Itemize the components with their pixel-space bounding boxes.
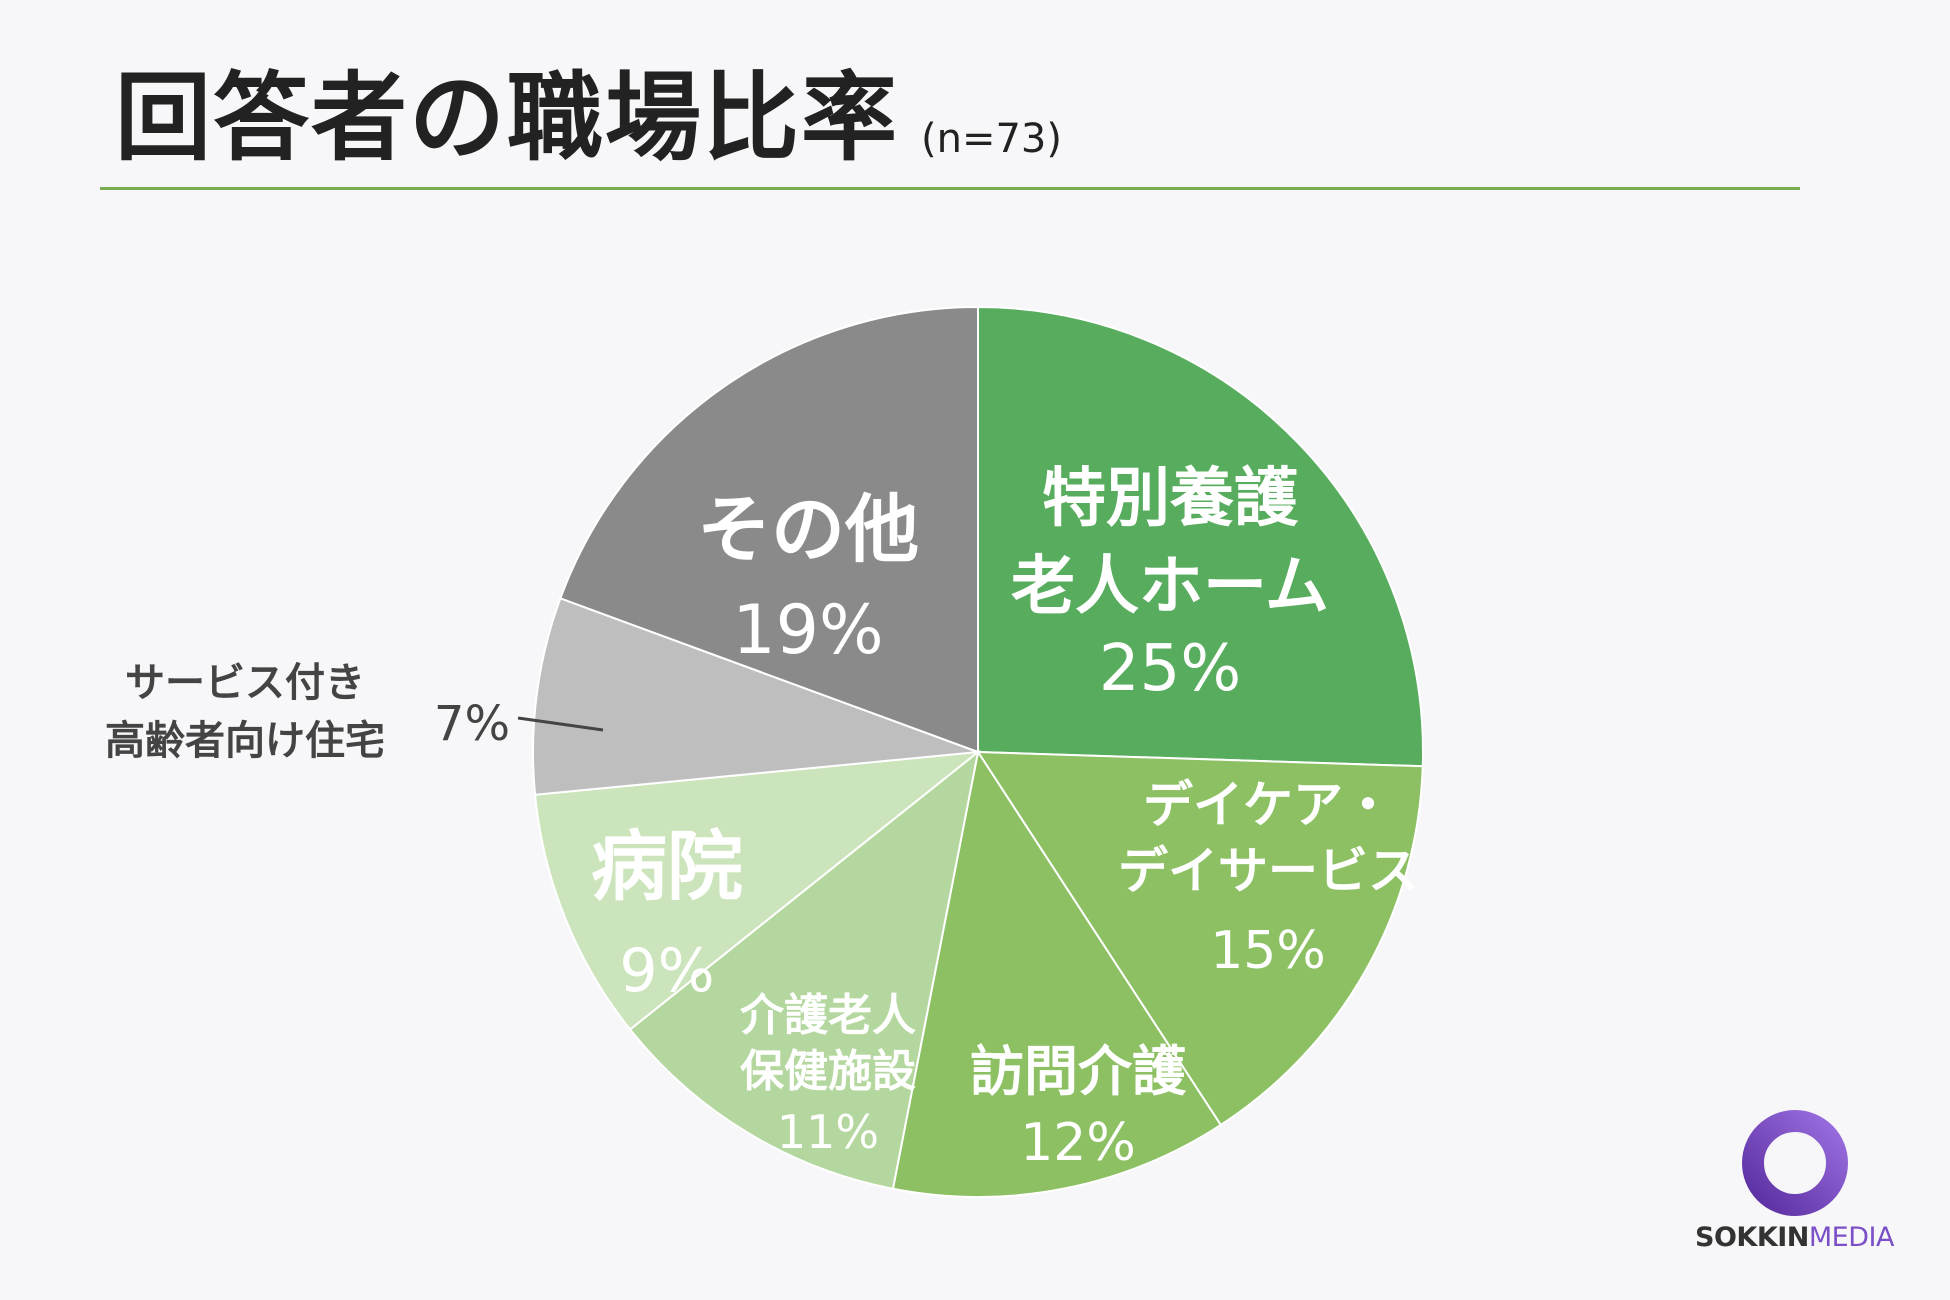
slice-label: その他 bbox=[697, 487, 919, 573]
slice-label: 保健施設 bbox=[740, 1046, 916, 1097]
slice-label: 特別養護 bbox=[1042, 462, 1299, 536]
leader-line bbox=[517, 716, 604, 732]
sokkin-media-logo: SOKKINMEDIA bbox=[1695, 1100, 1894, 1260]
chart-subtitle: (n=73) bbox=[921, 116, 1062, 162]
pie-slice bbox=[976, 750, 1424, 1127]
slice-value-label: 25% bbox=[1099, 632, 1241, 706]
slice-label: 訪問介護 bbox=[970, 1040, 1187, 1103]
slice-value-label: 9% bbox=[619, 936, 714, 1006]
pie-slice bbox=[533, 750, 982, 1031]
logo-wordmark: SOKKINMEDIA bbox=[1695, 1222, 1894, 1253]
slice-label: 高齢者向け住宅 bbox=[105, 718, 385, 764]
title-underline bbox=[100, 187, 1800, 190]
slice-value-label: 15% bbox=[1210, 921, 1326, 981]
slice-value-label: 7% bbox=[434, 696, 510, 752]
slice-label: 老人ホーム bbox=[1011, 550, 1329, 624]
chart-title: 回答者の職場比率 bbox=[115, 62, 899, 174]
slice-label: 介護老人 bbox=[740, 990, 916, 1041]
slice-label: サービス付き bbox=[125, 660, 365, 706]
slice-label: 病院 bbox=[591, 822, 743, 911]
pie-slice bbox=[628, 749, 980, 1190]
chart-header: 回答者の職場比率 (n=73) bbox=[115, 70, 1062, 166]
slice-label: デイケア・ bbox=[1143, 776, 1393, 834]
slice-value-label: 19% bbox=[732, 591, 883, 670]
slice-label: デイサービス bbox=[1118, 842, 1418, 900]
pie-slice bbox=[559, 305, 979, 754]
logo-ring-icon bbox=[1742, 1110, 1848, 1216]
pie-slice bbox=[891, 749, 1223, 1198]
slice-value-label: 12% bbox=[1020, 1113, 1136, 1173]
slice-value-label: 11% bbox=[777, 1105, 879, 1159]
pie-slice bbox=[532, 597, 979, 796]
pie-slice bbox=[977, 305, 1424, 768]
